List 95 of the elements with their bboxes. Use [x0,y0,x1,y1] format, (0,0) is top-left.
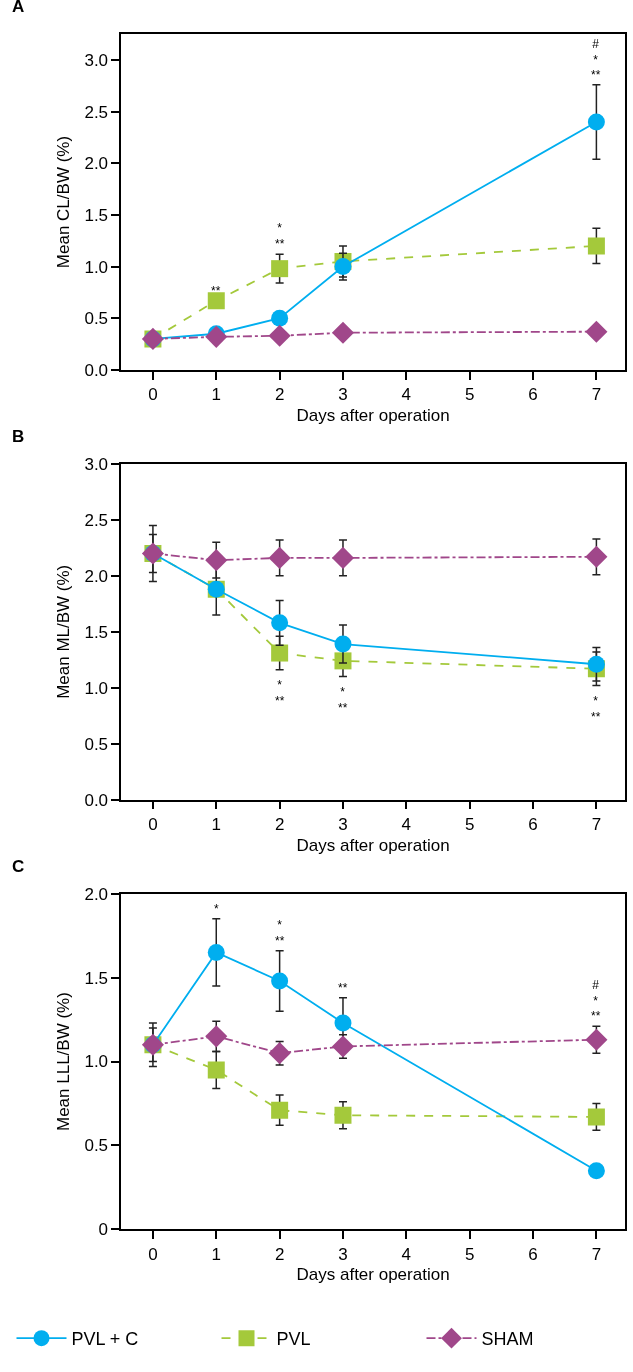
chart-title: B [12,427,25,446]
point [271,260,289,278]
x-tick-label: 7 [591,385,602,405]
y-axis-title: Mean CL/BW (%) [54,135,74,269]
x-tick-label: 7 [591,1244,602,1264]
chart-title: A [12,0,25,16]
x-tick-label: 7 [591,814,602,834]
x-tick-label: 1 [211,814,221,834]
y-axis-title: Mean ML/BW (%) [54,564,74,699]
annotation: ** [211,284,221,298]
point [585,1028,608,1051]
y-tick-label: 1.5 [84,622,109,642]
y-tick-label: 2.0 [84,884,109,904]
point [271,644,289,662]
y-tick-label: 1.5 [84,968,109,988]
point [207,943,225,961]
point [268,1042,291,1065]
y-tick-label: 0.5 [84,309,109,329]
y-tick-label: 1.0 [84,678,109,698]
point [585,320,608,343]
point [268,546,291,569]
y-tick-label: 1.0 [84,1052,109,1072]
point [271,1101,289,1119]
x-tick-label: 5 [464,1244,475,1264]
point [205,325,228,348]
point [331,1035,355,1058]
annotation: * [214,902,219,916]
x-axis-title: Days after operation [296,405,450,425]
x-tick-label: 0 [148,814,158,834]
annotation: * ** [275,221,285,251]
annotation: ** [338,981,348,995]
y-axis-title: Mean LLL/BW (%) [54,992,74,1131]
point [331,321,355,344]
x-tick-label: 4 [401,814,412,834]
point [587,1108,605,1126]
x-tick-label: 3 [338,385,348,405]
x-tick-label: 3 [338,1244,348,1264]
y-tick-label: 0 [98,1220,109,1240]
y-tick-label: 2.0 [84,154,109,174]
x-tick-label: 4 [401,385,412,405]
x-tick-label: 2 [274,385,285,405]
y-tick-label: 0.5 [84,1136,109,1156]
y-tick-label: 2.0 [84,566,109,586]
legend-label: PVL + C [71,1329,139,1350]
point [271,972,289,990]
y-tick-label: 0.5 [84,734,109,754]
annotation: * ** [275,678,285,708]
y-tick-label: 2.5 [84,102,109,122]
annotation: # * ** [591,978,601,1024]
x-tick-label: 2 [274,814,285,834]
x-tick-label: 6 [528,814,538,834]
x-tick-label: 6 [528,385,538,405]
point [205,549,228,572]
annotation: # * ** [591,37,601,83]
x-tick-label: 3 [338,814,348,834]
y-tick-label: 1.5 [84,205,109,225]
x-tick-label: 1 [211,385,221,405]
point [207,1061,225,1079]
point [587,655,605,673]
y-tick-label: 1.0 [84,257,109,277]
y-tick-label: 2.5 [84,510,109,530]
point [334,258,352,276]
point [207,292,225,310]
y-tick-label: 3.0 [84,50,109,70]
x-tick-label: 1 [211,1244,221,1264]
x-tick-label: 5 [464,385,475,405]
point [587,113,605,131]
legend-label: SHAM [481,1329,534,1350]
x-axis-title: Days after operation [296,1265,450,1285]
point [271,614,289,632]
point [205,1025,228,1048]
annotation: * ** [591,694,601,724]
x-tick-label: 6 [528,1244,538,1264]
chart-title: C [12,857,25,876]
x-axis-title: Days after operation [296,835,450,855]
annotation: * ** [275,918,285,948]
x-tick-label: 4 [401,1244,412,1264]
x-tick-label: 2 [274,1244,285,1264]
annotation: * ** [338,685,348,715]
point [587,237,605,255]
point [334,1106,352,1124]
point [334,1014,352,1032]
y-tick-label: 3.0 [84,454,109,474]
point [331,546,355,569]
x-tick-label: 0 [148,385,158,405]
legend-label: PVL [276,1329,311,1350]
y-tick-label: 0.0 [84,790,109,810]
point [268,324,291,347]
x-tick-label: 0 [148,1244,158,1264]
point [585,545,608,568]
point [334,635,352,653]
x-tick-label: 5 [464,814,475,834]
point [587,1162,605,1180]
point [271,309,289,327]
y-tick-label: 0.0 [84,360,109,380]
